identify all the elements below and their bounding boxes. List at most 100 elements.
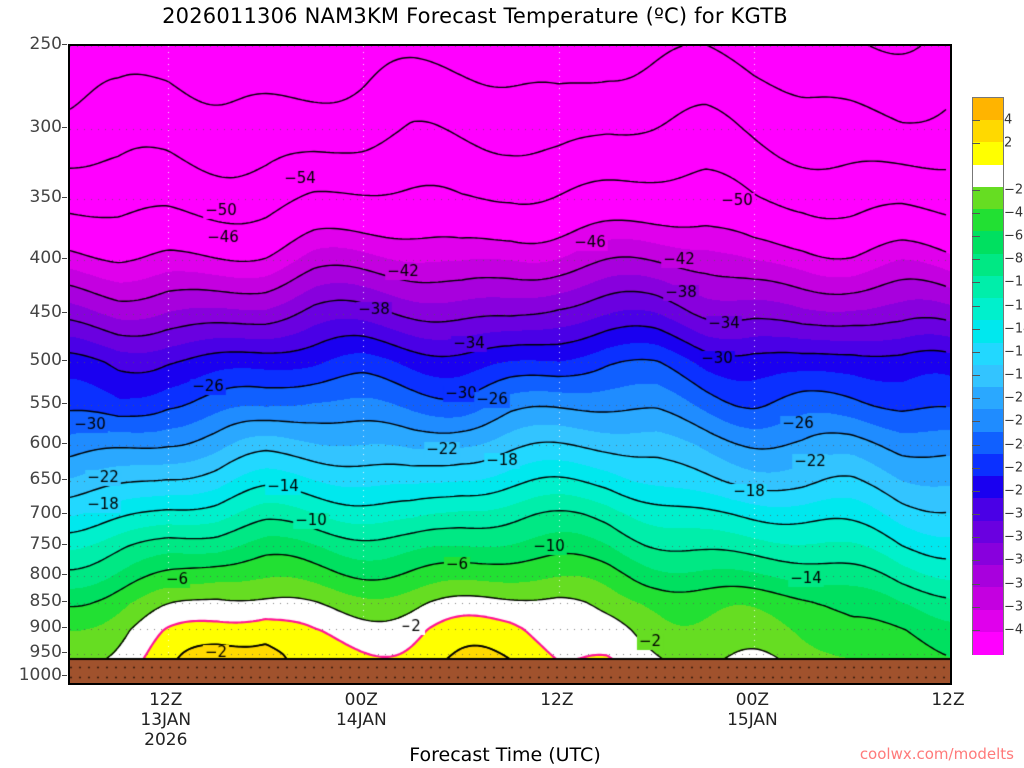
colorbar-tick [972, 467, 980, 469]
pressure-tick-label: 450 [29, 301, 62, 322]
colorbar-tick-label: −4 [1004, 205, 1024, 221]
pressure-tick-label: 900 [29, 617, 62, 638]
pressure-tick [62, 442, 67, 444]
temperature-cross-section-plot [68, 44, 952, 685]
colorbar-tick [972, 514, 980, 515]
pressure-tick [62, 512, 67, 514]
colorbar-tick [972, 421, 980, 423]
pressure-tick-label: 550 [29, 392, 62, 413]
time-tick-label: 12Z [931, 690, 964, 710]
colorbar-segment [973, 253, 1003, 277]
pressure-tick [62, 359, 67, 361]
pressure-tick [62, 127, 67, 128]
colorbar-tick-label: −6 [1004, 228, 1024, 244]
pressure-tick-label: 950 [29, 641, 62, 662]
colorbar-tick [972, 328, 980, 330]
pressure-tick-label: 600 [29, 432, 62, 453]
colorbar-tick [972, 351, 980, 353]
colorbar-tick-label: −34 [1004, 552, 1024, 568]
colorbar-tick-label: −2 [1004, 182, 1024, 198]
colorbar-tick-label: −14 [1004, 321, 1024, 337]
colorbar-tick [972, 606, 980, 608]
time-tick-label: 12Z [540, 690, 573, 710]
colorbar [972, 97, 1004, 655]
colorbar-segment [973, 231, 1003, 255]
pressure-tick-label: 250 [29, 34, 62, 54]
colorbar-segment [973, 275, 1003, 299]
colorbar-tick-label: −16 [1004, 344, 1024, 360]
colorbar-segment [973, 631, 1003, 655]
pressure-axis: 250 300 350 400 450 500 550 600 650 700 750 800 850 9… [0, 34, 67, 686]
colorbar-segment [973, 453, 1003, 477]
colorbar-tick-label: −36 [1004, 576, 1024, 591]
colorbar-tick [972, 259, 980, 261]
colorbar-tick [972, 212, 980, 214]
time-tick-date: 14JAN [335, 710, 387, 730]
time-tick-time: 12Z [931, 690, 965, 710]
pressure-tick-label: 850 [29, 591, 62, 612]
colorbar-segment [973, 142, 1003, 166]
pressure-tick [62, 402, 67, 404]
colorbar-tick [972, 375, 980, 376]
pressure-tick [62, 44, 67, 45]
colorbar-tick-label: −38 [1004, 599, 1024, 615]
colorbar-tick-label: −8 [1004, 251, 1024, 267]
colorbar-tick-label: −22 [1004, 413, 1024, 429]
colorbar-tick-label: 4 [1004, 112, 1013, 128]
time-tick-year: 2026 [144, 730, 188, 750]
colorbar-segment [973, 164, 1003, 188]
pressure-tick-label: 750 [29, 534, 62, 555]
colorbar-tick [972, 305, 980, 307]
colorbar-segment [973, 186, 1003, 210]
x-axis-title: Forecast Time (UTC) [409, 744, 601, 766]
colorbar-tick [972, 236, 980, 237]
colorbar-segment [973, 342, 1003, 366]
colorbar-segment [973, 209, 1003, 233]
colorbar-tick-label: −10 [1004, 274, 1024, 290]
colorbar-tick [972, 282, 980, 284]
colorbar-segment [973, 409, 1003, 433]
time-tick-date: 15JAN [727, 710, 778, 730]
colorbar-segment [973, 298, 1003, 321]
pressure-tick [62, 257, 67, 259]
time-tick-time: 12Z [149, 690, 183, 710]
pressure-tick-label: 300 [29, 117, 62, 137]
colorbar-tick-label: −30 [1004, 506, 1024, 522]
pressure-tick-label: 400 [29, 247, 62, 268]
colorbar-tick [972, 490, 980, 492]
colorbar-segment [973, 520, 1003, 544]
colorbar-tick [972, 629, 980, 631]
colorbar-tick-label: −12 [1004, 298, 1024, 313]
colorbar-segment [973, 476, 1003, 499]
colorbar-tick-label: −28 [1004, 483, 1024, 499]
time-tick-label: 00Z 15JAN [727, 690, 778, 730]
colorbar-segment [973, 498, 1003, 522]
pressure-tick [62, 601, 67, 603]
colorbar-tick-label: −20 [1004, 390, 1024, 406]
time-tick-time: 12Z [540, 690, 574, 710]
colorbar-tick [972, 189, 980, 191]
contour-canvas [70, 46, 950, 683]
colorbar-segment [973, 431, 1003, 455]
colorbar-tick-label: 2 [1004, 135, 1013, 151]
colorbar-tick [972, 583, 980, 585]
time-tick-time: 00Z [735, 690, 770, 710]
colorbar-segment [973, 565, 1003, 588]
time-tick-label: 12Z 13JAN 2026 [140, 690, 191, 750]
watermark: coolwx.com/modelts [859, 745, 1014, 763]
pressure-tick [62, 573, 67, 575]
pressure-tick [62, 197, 67, 199]
colorbar-tick [972, 444, 980, 446]
pressure-tick-label: 500 [29, 349, 62, 370]
colorbar-segment [973, 98, 1003, 121]
time-tick-label: 00Z 14JAN [336, 690, 387, 730]
colorbar-tick [972, 560, 980, 562]
colorbar-segment [973, 542, 1003, 566]
colorbar-segment [973, 364, 1003, 388]
pressure-tick [62, 311, 67, 313]
colorbar-segment [973, 587, 1003, 611]
pressure-tick [62, 544, 67, 546]
pressure-tick-label: 1000 [18, 665, 62, 686]
colorbar-segment [973, 387, 1003, 410]
colorbar-tick [972, 120, 980, 122]
